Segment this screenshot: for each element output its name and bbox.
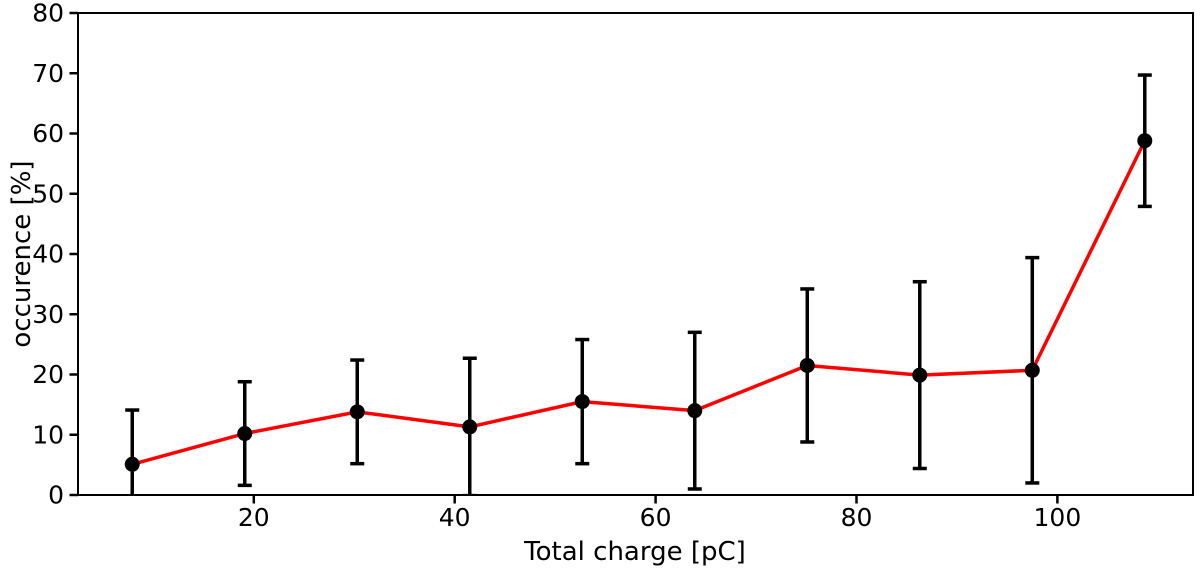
svg-text:0: 0 (48, 481, 64, 510)
svg-text:40: 40 (439, 503, 471, 532)
axis-ticks: 20 40 60 80 100 0 10 20 30 40 50 60 70 80 (32, 0, 1081, 532)
svg-text:60: 60 (32, 119, 64, 148)
svg-text:50: 50 (32, 179, 64, 208)
errorbar-series (124, 73, 1153, 495)
svg-text:60: 60 (640, 503, 672, 532)
svg-text:70: 70 (32, 59, 64, 88)
svg-text:80: 80 (32, 0, 64, 28)
svg-text:30: 30 (32, 300, 64, 329)
svg-text:20: 20 (32, 360, 64, 389)
x-axis-label: Total charge [pC] (523, 537, 746, 567)
svg-text:80: 80 (841, 503, 873, 532)
svg-text:40: 40 (32, 240, 64, 269)
plot-frame (77, 12, 1194, 496)
svg-text:100: 100 (1034, 503, 1082, 532)
y-axis-label: occurence [%] (7, 160, 37, 347)
svg-text:20: 20 (238, 503, 270, 532)
svg-text:10: 10 (32, 420, 64, 449)
